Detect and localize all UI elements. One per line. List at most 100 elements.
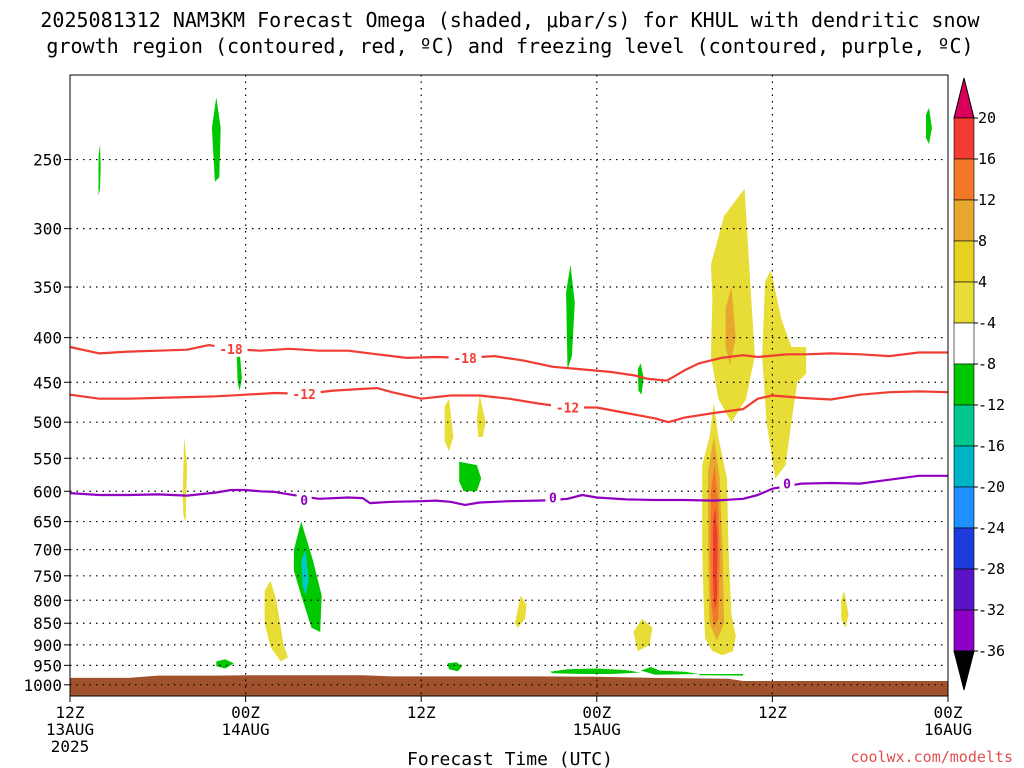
omega-shade-region bbox=[550, 668, 641, 674]
y-tick-label: 450 bbox=[33, 373, 62, 392]
contour-label-bg bbox=[287, 385, 321, 402]
colorbar-label: -16 bbox=[978, 437, 1005, 455]
contour-label: 0 bbox=[549, 492, 557, 507]
y-axis-ticks: 250 300 350 400 450 500 550 600 650 700 750 800 850 9… bbox=[23, 151, 70, 695]
omega-shade-region bbox=[98, 144, 101, 196]
contour-lines bbox=[69, 344, 949, 506]
chart-title-line-2: growth region (contoured, red, ºC) and f… bbox=[46, 34, 973, 58]
omega-shade-region bbox=[216, 659, 234, 669]
chart-title-line-1: 2025081312 NAM3KM Forecast Omega (shaded… bbox=[40, 8, 980, 32]
omega-shade-region bbox=[633, 618, 653, 652]
y-tick-label: 700 bbox=[33, 541, 62, 560]
colorbar-label: 12 bbox=[978, 191, 996, 209]
contour-label: -18 bbox=[453, 352, 477, 367]
omega-shade-region bbox=[476, 394, 486, 437]
omega-shade-region bbox=[725, 287, 736, 365]
omega-shade-region bbox=[459, 461, 482, 492]
contour-label: -12 bbox=[292, 388, 315, 403]
omega-shade-region bbox=[236, 351, 242, 391]
x-tick-label: 15AUG bbox=[573, 720, 621, 739]
colorbar-segment bbox=[953, 117, 975, 160]
contour-label: 0 bbox=[300, 494, 308, 509]
x-tick-label: 00Z bbox=[231, 703, 260, 722]
colorbar-segment bbox=[953, 486, 975, 529]
colorbar: 20 16 12 8 4 -4 -8 -12 -16 -20 -24 -28 -32 -36 bbox=[953, 77, 1005, 691]
contour-line bbox=[69, 344, 948, 382]
contour-label-bg bbox=[448, 349, 482, 366]
y-tick-label: 750 bbox=[33, 567, 62, 586]
colorbar-segment bbox=[953, 240, 975, 283]
colorbar-label: 4 bbox=[978, 273, 987, 291]
credit-text: coolwx.com/modelts bbox=[850, 748, 1013, 766]
x-tick-label: 12Z bbox=[758, 703, 787, 722]
omega-shading bbox=[98, 97, 932, 676]
contour-label-bg bbox=[779, 475, 795, 492]
omega-shade-region bbox=[444, 398, 454, 452]
colorbar-label: -20 bbox=[978, 478, 1005, 496]
colorbar-bottom-arrow bbox=[953, 650, 975, 691]
omega-shade-region bbox=[301, 549, 309, 596]
omega-shade-region bbox=[699, 674, 744, 676]
contour-label-bg bbox=[296, 491, 312, 508]
y-tick-label: 850 bbox=[33, 614, 62, 633]
omega-shade-region bbox=[841, 590, 849, 628]
colorbar-segment bbox=[953, 199, 975, 242]
pressure-gridlines bbox=[70, 75, 948, 696]
contour-label: -12 bbox=[556, 401, 579, 416]
omega-shade-region bbox=[637, 363, 644, 395]
x-tick-label: 00Z bbox=[934, 703, 963, 722]
terrain-region bbox=[70, 675, 948, 696]
y-tick-label: 250 bbox=[33, 151, 62, 170]
colorbar-label: 16 bbox=[978, 150, 996, 168]
colorbar-segment bbox=[953, 322, 975, 365]
contour-label: 0 bbox=[783, 478, 791, 493]
omega-shade-region bbox=[713, 506, 718, 610]
x-tick-label: 16AUG bbox=[924, 720, 972, 739]
omega-shade-region bbox=[926, 107, 932, 145]
plot-area: -18 -18 -12 -12 0 0 0 bbox=[69, 74, 949, 697]
x-tick-label: 12Z bbox=[56, 703, 85, 722]
y-tick-label: 350 bbox=[33, 278, 62, 297]
omega-shade-region bbox=[514, 595, 527, 628]
y-tick-label: 900 bbox=[33, 636, 62, 655]
x-tick-label: 12Z bbox=[407, 703, 436, 722]
y-tick-label: 800 bbox=[33, 591, 62, 610]
x-tick-label: 2025 bbox=[51, 737, 90, 756]
omega-shade-region bbox=[762, 270, 807, 479]
colorbar-label: -8 bbox=[978, 355, 996, 373]
y-tick-label: 1000 bbox=[23, 676, 62, 695]
omega-shade-region bbox=[264, 580, 288, 662]
colorbar-segment bbox=[953, 527, 975, 570]
colorbar-segment bbox=[953, 609, 975, 652]
contour-line bbox=[69, 474, 948, 506]
contour-label-bg bbox=[551, 399, 585, 416]
x-tick-label: 13AUG bbox=[46, 720, 94, 739]
colorbar-segment bbox=[953, 363, 975, 406]
contour-line bbox=[69, 387, 949, 424]
y-tick-label: 500 bbox=[33, 413, 62, 432]
contour-label: -18 bbox=[219, 343, 243, 358]
colorbar-segment bbox=[953, 445, 975, 488]
x-tick-label: 14AUG bbox=[222, 720, 270, 739]
y-tick-label: 550 bbox=[33, 449, 62, 468]
omega-shade-region bbox=[566, 264, 575, 370]
contour-label-bg bbox=[214, 340, 248, 357]
y-tick-label: 650 bbox=[33, 513, 62, 532]
colorbar-label: -24 bbox=[978, 519, 1005, 537]
omega-shade-region bbox=[447, 662, 463, 672]
y-tick-label: 400 bbox=[33, 329, 62, 348]
y-tick-label: 950 bbox=[33, 656, 62, 675]
colorbar-top-arrow bbox=[953, 77, 975, 119]
colorbar-label: -32 bbox=[978, 601, 1005, 619]
colorbar-label: 8 bbox=[978, 232, 987, 250]
contour-label-bg bbox=[545, 489, 561, 506]
omega-shade-region bbox=[640, 667, 700, 675]
colorbar-segment bbox=[953, 281, 975, 324]
omega-shade-region bbox=[182, 437, 188, 522]
colorbar-segment bbox=[953, 404, 975, 447]
x-tick-label: 00Z bbox=[582, 703, 611, 722]
colorbar-segment bbox=[953, 158, 975, 201]
y-tick-label: 300 bbox=[33, 220, 62, 239]
